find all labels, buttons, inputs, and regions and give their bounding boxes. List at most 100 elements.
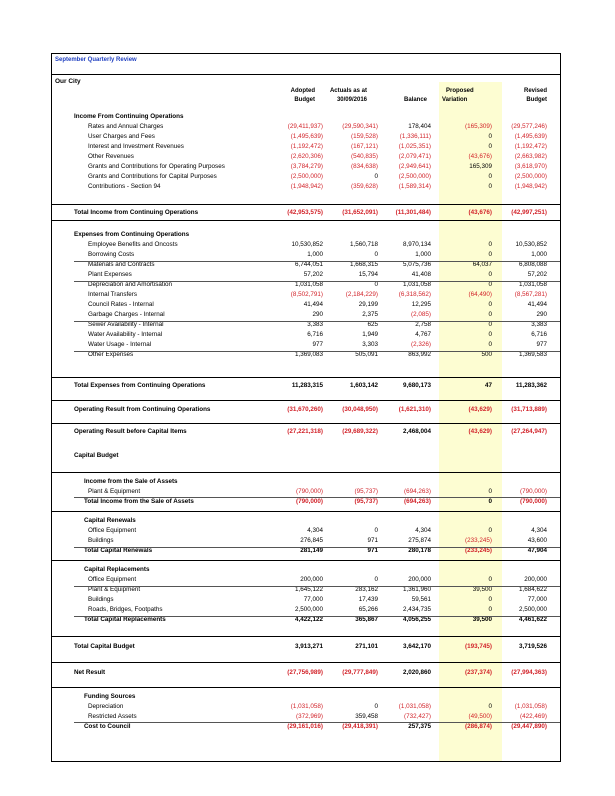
- header-revised-line1: Revised: [523, 88, 547, 94]
- cell-proposed: (233,245): [465, 547, 492, 554]
- cell-revised: 10,530,852: [515, 241, 547, 248]
- cell-revised: 200,000: [524, 576, 547, 583]
- cell-actuals: (159,528): [351, 133, 378, 140]
- row-label: Capital Renewals: [84, 517, 136, 524]
- cell-proposed: 0: [488, 498, 492, 505]
- cell-actuals: 1,603,142: [349, 382, 378, 389]
- cell-actuals: (29,418,391): [342, 723, 378, 730]
- cell-balance: 5,075,736: [402, 261, 431, 268]
- cell-balance: 4,056,255: [402, 616, 431, 623]
- row-label: Income From Continuing Operations: [74, 113, 184, 120]
- cell-revised: 1,000: [531, 251, 547, 258]
- total-row: Net Result (27,756,989) (29,777,849) 2,020,…: [52, 668, 560, 678]
- cell-balance: 4,767: [415, 331, 431, 338]
- cell-proposed: 0: [488, 321, 492, 328]
- header-adopted-budget: Adopted Budget: [263, 87, 315, 105]
- header-proposed-line2: Variation: [442, 97, 468, 103]
- cell-balance: 178,404: [408, 123, 431, 130]
- cell-proposed: 165,309: [469, 163, 492, 170]
- cell-balance: 2,468,004: [402, 428, 431, 435]
- cell-revised: 41,494: [527, 301, 547, 308]
- cell-proposed: 0: [488, 173, 492, 180]
- line-item-row: Plant & Equipment (790,000) (95,737) (694,2…: [52, 487, 560, 497]
- cell-revised: (31,713,889): [511, 406, 547, 413]
- cell-actuals: 29,199: [358, 301, 378, 308]
- total-row: Total Income from the Sale of Assets (790…: [52, 497, 560, 507]
- row-label: Employee Benefits and Oncosts: [88, 241, 178, 248]
- cell-adopted: 6,744,051: [294, 261, 323, 268]
- cell-adopted: (29,411,937): [287, 123, 323, 130]
- cell-proposed: (233,245): [465, 537, 492, 544]
- cell-actuals: 3,303: [362, 341, 378, 348]
- row-separator: [74, 586, 560, 587]
- cell-actuals: (95,737): [354, 498, 378, 505]
- row-label: Borrowing Costs: [88, 251, 135, 258]
- cell-actuals: 359,458: [355, 713, 378, 720]
- row-label: Net Result: [74, 669, 106, 676]
- cell-actuals: 0: [374, 251, 378, 258]
- header-adopted-line1: Adopted: [290, 88, 315, 94]
- cell-balance: 1,361,960: [402, 586, 431, 593]
- cell-revised: (1,948,942): [514, 183, 547, 190]
- cell-revised: 6,716: [531, 331, 547, 338]
- cell-adopted: 1,645,122: [294, 586, 323, 593]
- cell-revised: 977: [536, 341, 547, 348]
- cell-revised: 1,684,622: [518, 586, 547, 593]
- cell-proposed: 0: [488, 606, 492, 613]
- cell-actuals: 1,668,315: [349, 261, 378, 268]
- report-title: September Quarterly Review: [55, 57, 137, 63]
- row-label: Office Equipment: [88, 527, 137, 534]
- cell-adopted: 11,283,315: [291, 382, 323, 389]
- cell-adopted: 77,000: [303, 596, 323, 603]
- cell-revised: (27,994,363): [511, 669, 547, 676]
- cell-proposed: 0: [488, 341, 492, 348]
- cell-adopted: (1,495,639): [290, 133, 323, 140]
- cell-revised: 4,461,622: [518, 616, 547, 623]
- cell-adopted: 6,716: [307, 331, 323, 338]
- cell-balance: (1,621,310): [398, 406, 431, 413]
- cell-actuals: 971: [367, 547, 378, 554]
- line-item-row: Office Equipment 200,000 0 200,000 0 200,000: [52, 575, 560, 585]
- total-row: Operating Result from Continuing Operati…: [52, 405, 560, 415]
- cell-balance: 275,874: [408, 537, 431, 544]
- cell-adopted: 1,031,058: [294, 281, 323, 288]
- cell-balance: (6,318,562): [398, 291, 431, 298]
- cell-proposed: 47: [484, 382, 492, 389]
- cell-revised: 1,031,058: [518, 281, 547, 288]
- total-row: Operating Result before Capital Items (27…: [52, 427, 560, 437]
- cell-actuals: 1,560,718: [349, 241, 378, 248]
- cell-adopted: (29,161,016): [287, 723, 323, 730]
- cell-adopted: (3,784,279): [290, 163, 323, 170]
- line-item-row: Other Expenses 1,369,083 505,091 863,992 500…: [52, 350, 560, 360]
- cell-proposed: 0: [488, 143, 492, 150]
- row-label: Grants and Contributions for Operating P…: [88, 163, 225, 170]
- line-item-row: User Charges and Fees (1,495,639) (159,528…: [52, 132, 560, 142]
- row-separator: [74, 616, 560, 617]
- line-item-row: Sewer Availability - Internal 3,383 625 2,7…: [52, 320, 560, 330]
- cell-revised: 1,369,583: [518, 351, 547, 358]
- cell-balance: (1,336,111): [399, 133, 431, 140]
- entity-name: Our City: [55, 78, 81, 85]
- cell-adopted: (27,756,989): [287, 669, 323, 676]
- cell-balance: 2,020,860: [402, 669, 431, 676]
- cell-adopted: 3,383: [307, 321, 323, 328]
- row-separator: [74, 351, 560, 352]
- cell-balance: 4,304: [415, 527, 431, 534]
- proposed-variation-highlight: [439, 82, 502, 761]
- cell-balance: (694,263): [404, 498, 431, 505]
- row-label: Total Capital Replacements: [84, 616, 166, 623]
- row-label: Depreciation and Amortisation: [88, 281, 173, 288]
- cell-adopted: (1,192,472): [290, 143, 323, 150]
- row-label: Expenses from Continuing Operations: [74, 231, 190, 238]
- header-revised-budget: Revised Budget: [497, 87, 547, 105]
- cell-adopted: (27,221,318): [287, 428, 323, 435]
- cell-actuals: (29,590,341): [342, 123, 378, 130]
- cell-actuals: 2,375: [362, 311, 378, 318]
- row-label: Grants and Contributions for Capital Pur…: [88, 173, 217, 180]
- cell-revised: (8,567,281): [514, 291, 547, 298]
- total-row: Total Income from Continuing Operations (…: [52, 208, 560, 218]
- row-label: User Charges and Fees: [88, 133, 155, 140]
- cell-revised: 57,202: [527, 271, 547, 278]
- line-item-row: Office Equipment 4,304 0 4,304 0 4,304: [52, 526, 560, 536]
- cell-actuals: 65,266: [358, 606, 378, 613]
